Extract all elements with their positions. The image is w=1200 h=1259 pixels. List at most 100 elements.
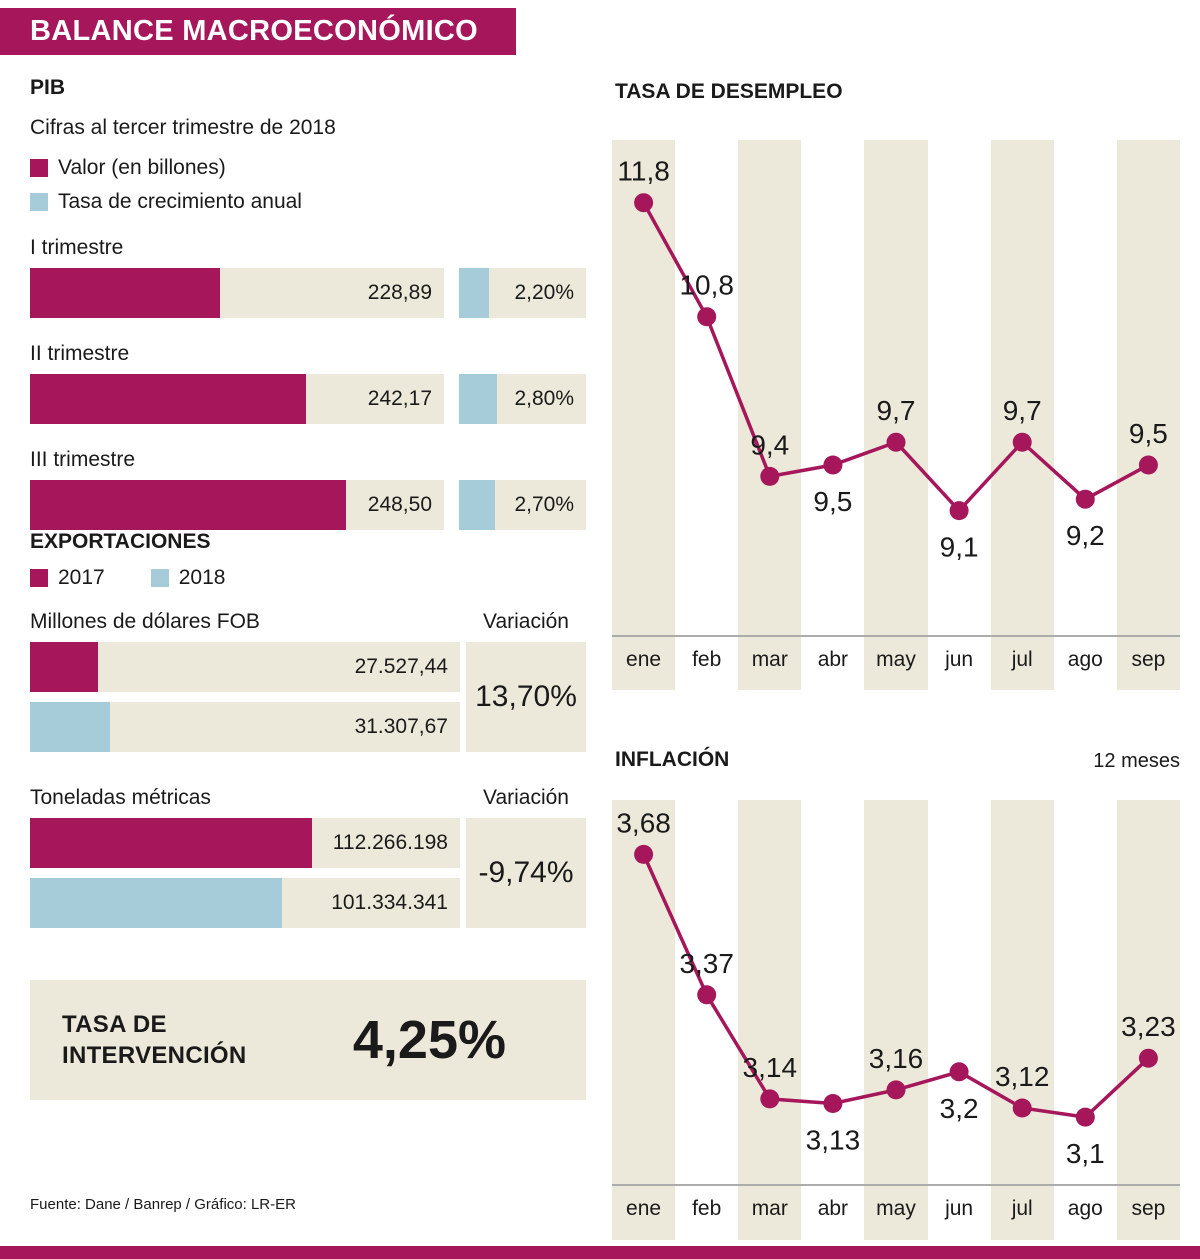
- legend-2018: 2018: [150, 566, 225, 590]
- inflation-chart-subtitle: 12 meses: [1093, 750, 1180, 772]
- point-label: 3,1: [1066, 1138, 1105, 1169]
- point-label: 11,8: [617, 156, 669, 187]
- point-label: 3,37: [679, 948, 734, 979]
- tons-2018-track: 101.334.341: [30, 878, 460, 928]
- chart-stripe: [864, 800, 928, 1240]
- data-point: [697, 307, 717, 327]
- data-point: [823, 455, 843, 475]
- intervention-rate-label-line1: TASA DE: [62, 1010, 167, 1038]
- pib-row-label-1: I trimestre: [30, 236, 124, 259]
- pib-growth-1: 2,20%: [514, 281, 574, 304]
- inflation-chart: 3,68 3,37 3,14 3,13 3,16 3,2 3,12 3,1 3,23 ene fe…: [612, 800, 1180, 1240]
- pib-legend-valor: Valor (en billones): [30, 156, 586, 180]
- pib-value-track-1: 228,89: [30, 268, 444, 318]
- data-point: [1075, 1107, 1095, 1127]
- pib-growth-bar-3: [459, 480, 495, 530]
- point-label: 9,2: [1066, 520, 1105, 551]
- chart-stripes: [612, 800, 1180, 1240]
- data-point: [949, 501, 969, 521]
- blue-swatch-icon: [30, 193, 48, 211]
- page-title: BALANCE MACROECONÓMICO: [30, 15, 479, 47]
- tons-variation-label: Variación: [483, 786, 569, 809]
- month-label: jun: [945, 1197, 974, 1220]
- dollars-group-body: 27.527,44 31.307,67 13,70%: [30, 642, 586, 752]
- pib-value-track-2: 242,17: [30, 374, 444, 424]
- dollars-2018-value: 31.307,67: [354, 715, 448, 738]
- pib-value-bar-3: [30, 480, 346, 530]
- month-label: jul: [1011, 1197, 1033, 1220]
- pib-legend-crecimiento: Tasa de crecimiento anual: [30, 190, 586, 214]
- point-label: 9,1: [940, 532, 979, 563]
- month-label: ago: [1067, 1197, 1103, 1220]
- pib-value-1: 228,89: [367, 281, 432, 304]
- pib-row-1: 228,89 2,20%: [30, 268, 586, 318]
- chart-stripe: [738, 140, 802, 690]
- bottom-accent-bar: [0, 1246, 1200, 1259]
- point-label: 9,7: [877, 395, 916, 426]
- legend-2017: 2017: [30, 566, 105, 590]
- tons-group-header: Toneladas métricas Variación: [30, 786, 586, 810]
- data-point: [760, 466, 780, 486]
- point-label: 3,13: [806, 1125, 861, 1156]
- dollars-group-title: Millones de dólares FOB: [30, 610, 260, 633]
- pib-value-track-3: 248,50: [30, 480, 444, 530]
- pib-row-2: 242,17 2,80%: [30, 374, 586, 424]
- data-point: [1138, 455, 1158, 475]
- point-label: 3,16: [869, 1043, 924, 1074]
- month-label: mar: [751, 1197, 788, 1220]
- point-label: 9,5: [813, 486, 852, 517]
- pib-growth-bar-2: [459, 374, 497, 424]
- month-label: feb: [692, 648, 722, 671]
- point-label: 3,14: [743, 1052, 798, 1083]
- unemployment-chart: 11,8 10,8 9,4 9,5 9,7 9,1 9,7 9,2 9,5 ene feb mar a…: [612, 140, 1180, 690]
- month-label: ene: [626, 1197, 662, 1220]
- point-label: 9,7: [1003, 395, 1042, 426]
- intervention-rate-box: TASA DE INTERVENCIÓN 4,25%: [30, 980, 586, 1100]
- pib-value-bar-2: [30, 374, 306, 424]
- data-point: [949, 1062, 969, 1082]
- unemployment-chart-title: TASA DE DESEMPLEO: [615, 80, 843, 103]
- unemployment-line-plot: 11,8 10,8 9,4 9,5 9,7 9,1 9,7 9,2 9,5: [612, 156, 1180, 637]
- month-label: may: [876, 1197, 916, 1220]
- tons-group-title: Toneladas métricas: [30, 786, 211, 809]
- exportaciones-section: EXPORTACIONES 2017 2018 Millones de dóla…: [30, 530, 586, 928]
- chart-stripes: [612, 140, 1180, 690]
- title-bar: BALANCE MACROECONÓMICO: [0, 8, 516, 55]
- magenta-swatch-icon: [30, 159, 48, 177]
- point-label: 3,23: [1121, 1011, 1176, 1042]
- data-point: [634, 844, 654, 864]
- pib-growth-track-3: 2,70%: [459, 480, 586, 530]
- tons-2017-value: 112.266.198: [332, 831, 448, 854]
- pib-heading: PIB: [30, 76, 66, 99]
- month-label: may: [876, 648, 916, 671]
- chart-stripe: [1116, 800, 1180, 1240]
- tons-2017-bar: [30, 818, 312, 868]
- month-label: mar: [751, 648, 788, 671]
- tons-2018-value: 101.334.341: [331, 891, 448, 914]
- dollars-variation-label: Variación: [483, 610, 569, 633]
- month-axis: ene feb mar abr may jun jul ago sep: [612, 648, 1180, 672]
- dollars-2017-bar: [30, 642, 98, 692]
- chart-stripe: [738, 800, 802, 1240]
- pib-growth-3: 2,70%: [514, 493, 574, 516]
- tons-group-body: 112.266.198 101.334.341 -9,74%: [30, 818, 586, 928]
- trend-line: [642, 201, 1150, 514]
- pib-subtitle: Cifras al tercer trimestre de 2018: [30, 116, 336, 139]
- data-point: [760, 1089, 780, 1109]
- chart-stripe: [612, 800, 676, 1240]
- blue-swatch-icon: [150, 569, 169, 587]
- data-point: [1138, 1048, 1158, 1068]
- point-label: 9,4: [750, 429, 789, 460]
- pib-value-2: 242,17: [367, 387, 432, 410]
- month-label: feb: [692, 1197, 722, 1220]
- pib-value-bar-1: [30, 268, 220, 318]
- point-label: 10,8: [679, 270, 734, 301]
- pib-growth-track-2: 2,80%: [459, 374, 586, 424]
- legend-label-2017: 2017: [58, 566, 105, 589]
- chart-stripe: [864, 140, 928, 690]
- month-label: abr: [817, 648, 849, 671]
- magenta-swatch-icon: [30, 569, 48, 587]
- data-point: [634, 193, 654, 213]
- data-point: [1012, 1098, 1032, 1118]
